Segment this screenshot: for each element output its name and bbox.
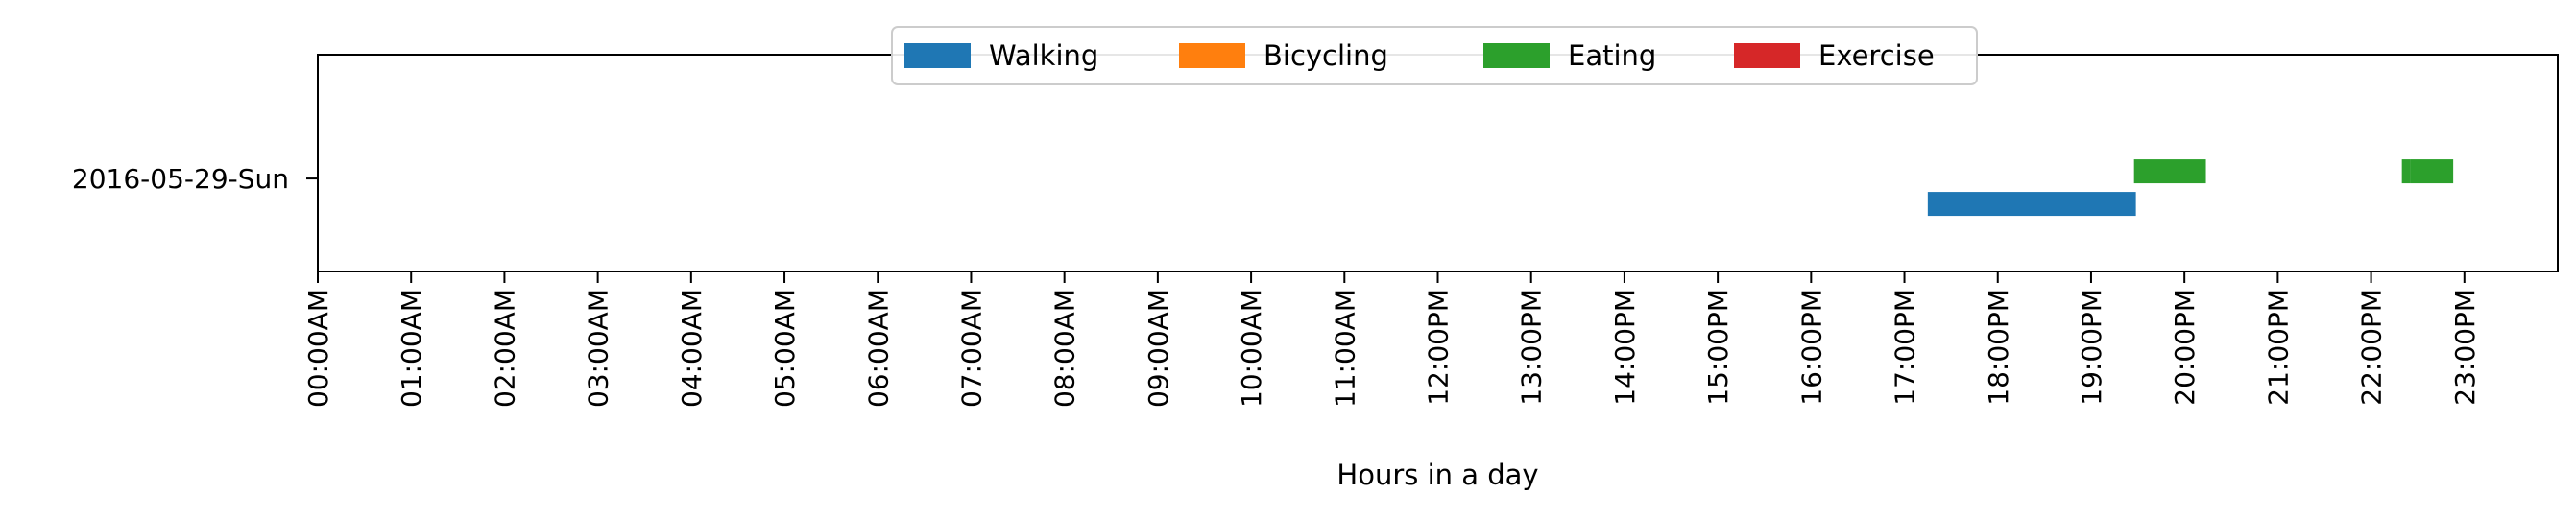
plot-frame	[317, 54, 2559, 272]
x-tick-label-10: 10:00AM	[1236, 289, 1267, 408]
legend-label-bicycling: Bicycling	[1264, 39, 1388, 72]
x-axis-label: Hours in a day	[1336, 459, 1538, 491]
x-tick-label-6: 06:00AM	[862, 289, 894, 408]
activity-bars	[1927, 159, 2454, 217]
x-tick-label-13: 13:00PM	[1516, 289, 1548, 406]
bar-eating-0	[2133, 159, 2206, 184]
bar-walking-0	[1927, 192, 2136, 217]
x-tick-label-12: 12:00PM	[1423, 289, 1455, 406]
x-tick-label-19: 19:00PM	[2076, 289, 2107, 406]
legend: Walking Bicycling Eating Exercise	[891, 26, 1978, 85]
x-tick-label-22: 22:00PM	[2356, 289, 2388, 406]
x-tick-label-11: 11:00AM	[1329, 289, 1360, 408]
x-tick-label-21: 21:00PM	[2262, 289, 2294, 406]
bar-eating-1	[2401, 159, 2411, 184]
x-tick-label-1: 01:00AM	[396, 289, 427, 408]
legend-label-exercise: Exercise	[1818, 39, 1935, 72]
legend-box	[891, 26, 1978, 85]
legend-label-walking: Walking	[989, 39, 1098, 72]
bar-eating-2	[2410, 159, 2454, 184]
x-tick-label-2: 02:00AM	[489, 289, 520, 408]
x-tick-label-9: 09:00AM	[1143, 289, 1174, 408]
y-axis: 2016-05-29-Sun	[72, 163, 318, 195]
x-tick-label-5: 05:00AM	[769, 289, 801, 408]
x-tick-label-20: 20:00PM	[2169, 289, 2201, 406]
x-axis: 00:00AM 01:00AM 02:00AM 03:00AM 04:00AM 05:00…	[302, 271, 2481, 408]
x-tick-label-17: 17:00PM	[1890, 289, 1921, 406]
x-tick-label-7: 07:00AM	[955, 289, 987, 408]
legend-swatch-exercise	[1734, 43, 1800, 68]
x-tick-label-23: 23:00PM	[2449, 289, 2481, 406]
x-tick-label-16: 16:00PM	[1795, 289, 1827, 406]
x-tick-label-8: 08:00AM	[1049, 289, 1081, 408]
x-tick-label-14: 14:00PM	[1609, 289, 1641, 406]
legend-swatch-walking	[904, 43, 971, 68]
x-tick-label-4: 04:00AM	[676, 289, 708, 408]
x-tick-label-18: 18:00PM	[1983, 289, 2014, 406]
legend-swatch-eating	[1483, 43, 1550, 68]
legend-label-eating: Eating	[1568, 39, 1656, 72]
y-tick-label-0: 2016-05-29-Sun	[72, 163, 289, 195]
x-tick-label-3: 03:00AM	[583, 289, 614, 408]
x-tick-label-0: 00:00AM	[302, 289, 334, 408]
x-tick-label-15: 15:00PM	[1702, 289, 1734, 406]
legend-swatch-bicycling	[1179, 43, 1245, 68]
